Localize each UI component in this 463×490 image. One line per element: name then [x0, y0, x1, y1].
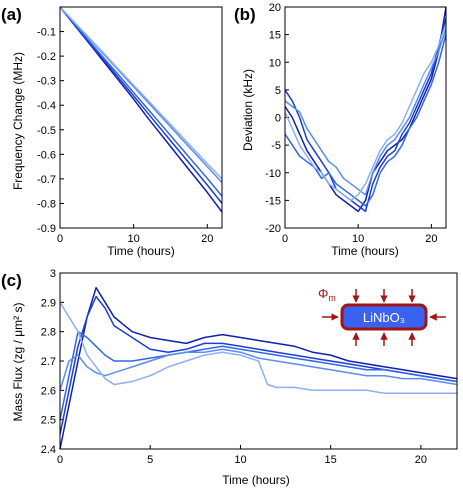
- y-tick-label: -0.1: [37, 27, 56, 39]
- plot-frame-a: [59, 6, 223, 229]
- plot-frame-b: [284, 6, 447, 229]
- series-line-5: [59, 6, 223, 180]
- y-tick-label: 2.4: [41, 444, 56, 456]
- x-tick-label: 10: [128, 233, 140, 245]
- series-line-2: [284, 17, 447, 213]
- series-line-5: [284, 23, 447, 202]
- y-tick-label: -0.4: [37, 100, 56, 112]
- x-tick-label: 15: [325, 454, 337, 466]
- x-tick-label: 20: [415, 454, 427, 466]
- panel-label-b: (b): [234, 5, 256, 24]
- y-tick-label: 2.9: [41, 297, 56, 309]
- flux-symbol: Φm: [318, 286, 336, 303]
- y-tick-label: 15: [269, 30, 281, 42]
- y-tick-label: 10: [269, 57, 281, 69]
- y-tick-label: 20: [269, 2, 281, 14]
- y-axis-label-a: Frequency Change (MHz): [11, 52, 25, 190]
- y-tick-label: 5: [275, 85, 281, 97]
- x-tick-label: 20: [425, 233, 437, 245]
- y-axis-label-b: Deviation (kHz): [241, 69, 255, 151]
- series-line-3: [59, 330, 458, 420]
- series-line-1: [59, 6, 223, 213]
- panel-label-a: (a): [1, 5, 22, 24]
- panel-a: (a) Frequency Change (MHz) Time (hours) …: [1, 5, 223, 258]
- series-line-1: [59, 286, 458, 450]
- y-tick-label: -15: [265, 195, 281, 207]
- inset-diagram: LiNbO₃ Φm: [318, 286, 446, 346]
- y-tick-label: 2.7: [41, 356, 56, 368]
- y-tick-label: 0: [275, 113, 281, 125]
- y-tick-label: 2.5: [41, 415, 56, 427]
- x-tick-label: 0: [57, 454, 63, 466]
- x-tick-label: 20: [201, 233, 213, 245]
- series-line-4: [59, 348, 458, 391]
- panel-c: (c) Mass Flux (zg / μm² s) Time (hours) …: [1, 268, 458, 487]
- y-tick-label: -0.2: [37, 51, 56, 63]
- x-axis-label-b: Time (hours): [331, 244, 399, 258]
- x-tick-label: 10: [234, 454, 246, 466]
- series-line-4: [284, 28, 447, 196]
- y-tick-label: -20: [265, 223, 281, 235]
- panel-b: (b) Deviation (kHz) Time (hours) 0 10 20 20…: [234, 2, 447, 258]
- y-tick-label: -0.5: [37, 125, 56, 137]
- x-axis-label-a: Time (hours): [107, 244, 175, 258]
- series-line-3: [284, 34, 447, 207]
- x-tick-label: 0: [282, 233, 288, 245]
- y-axis-label-c: Mass Flux (zg / μm² s): [11, 303, 25, 422]
- y-tick-label: -0.8: [37, 198, 56, 210]
- y-tick-label: -0.9: [37, 223, 56, 235]
- linbo3-label: LiNbO₃: [363, 310, 405, 325]
- y-tick-label: -10: [265, 168, 281, 180]
- plot-frame-c: [59, 272, 458, 450]
- linbo3-box: [340, 303, 428, 331]
- series-line-5: [59, 301, 457, 395]
- x-tick-label: 0: [57, 233, 63, 245]
- y-tick-label: -5: [271, 140, 281, 152]
- x-axis-label-c: Time (hours): [222, 473, 290, 487]
- panel-label-c: (c): [1, 271, 22, 290]
- y-tick-label: -0.7: [37, 174, 56, 186]
- x-tick-label: 10: [352, 233, 364, 245]
- series-line-1: [284, 6, 447, 213]
- series-line-3: [59, 6, 223, 197]
- x-tick-label: 5: [147, 454, 153, 466]
- y-tick-label: -0.3: [37, 76, 56, 88]
- y-tick-label: 3: [50, 268, 56, 280]
- y-tick-label: 2.6: [41, 385, 56, 397]
- y-tick-label: -0.6: [37, 149, 56, 161]
- y-tick-label: 2.8: [41, 327, 56, 339]
